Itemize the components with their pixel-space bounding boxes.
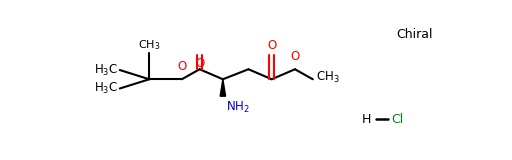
Text: O: O bbox=[195, 57, 204, 70]
Text: Cl: Cl bbox=[391, 113, 403, 126]
Polygon shape bbox=[220, 79, 226, 96]
Text: CH$_3$: CH$_3$ bbox=[316, 70, 339, 85]
Text: O: O bbox=[290, 50, 300, 63]
Text: O: O bbox=[177, 60, 186, 73]
Text: Chiral: Chiral bbox=[396, 28, 433, 41]
Text: H$_3$C: H$_3$C bbox=[94, 62, 118, 78]
Text: NH$_2$: NH$_2$ bbox=[226, 100, 250, 115]
Text: CH$_3$: CH$_3$ bbox=[138, 38, 160, 52]
Text: O: O bbox=[267, 39, 276, 52]
Text: H$_3$C: H$_3$C bbox=[94, 81, 118, 96]
Text: H: H bbox=[361, 113, 371, 126]
